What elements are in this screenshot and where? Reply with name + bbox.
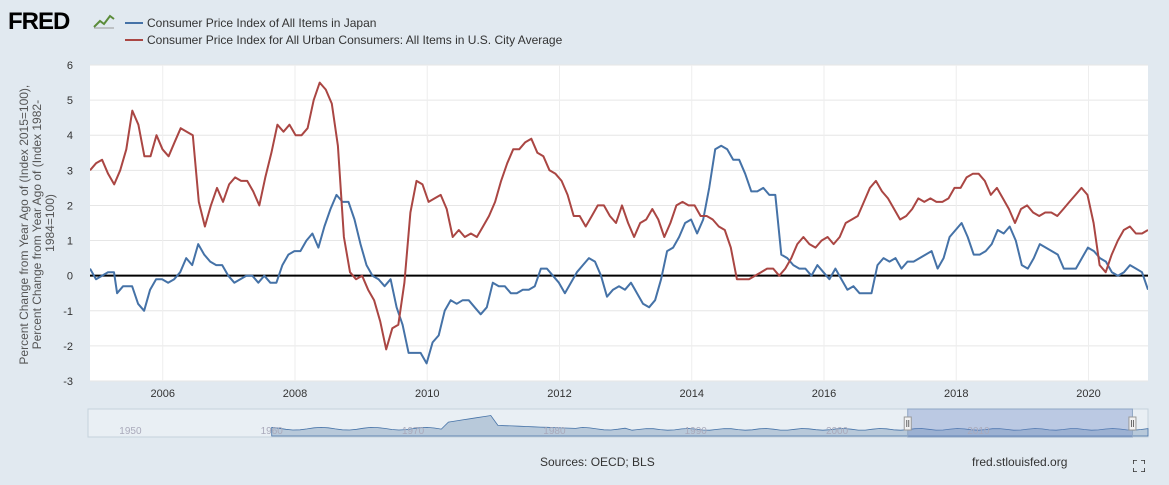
- x-axis-ticks: 2006 2008 2010 2012 2014 2016 2018 2020: [150, 388, 1100, 400]
- series-line-us[interactable]: [90, 81, 1148, 351]
- chart-legend: Consumer Price Index of All Items in Jap…: [125, 15, 562, 49]
- legend-item-japan[interactable]: Consumer Price Index of All Items in Jap…: [125, 15, 562, 32]
- x-tick-label: 2010: [415, 388, 439, 400]
- expand-icon[interactable]: [1133, 460, 1145, 472]
- fred-logo[interactable]: FRED: [8, 8, 70, 36]
- x-tick-label: 2016: [812, 388, 836, 400]
- y-axis-title-line-3: 1984=100): [43, 194, 57, 252]
- plot-area: [90, 65, 1148, 381]
- x-tick-label: 2018: [944, 388, 968, 400]
- y-tick-label: 2: [67, 200, 73, 212]
- y-axis-title-line-1: Percent Change from Year Ago of (Index 2…: [17, 85, 31, 365]
- y-tick-label: 6: [67, 60, 73, 72]
- x-tick-label: 2012: [547, 388, 571, 400]
- y-tick-label: 3: [67, 165, 73, 177]
- navigator-axis-ticks: 1950 1960 1970 1980 1990 2000 2010: [119, 426, 990, 437]
- navigator-tick-label: 1990: [685, 426, 708, 437]
- x-tick-label: 2006: [150, 388, 174, 400]
- y-axis-title-line-2: Percent Change from Year Ago of (Index 1…: [30, 100, 44, 350]
- legend-item-us[interactable]: Consumer Price Index for All Urban Consu…: [125, 32, 562, 49]
- legend-swatch-us: [125, 38, 143, 41]
- y-tick-label: -2: [63, 341, 73, 353]
- navigator-tick-label: 1950: [119, 426, 142, 437]
- sources-note: Sources: OECD; BLS: [540, 455, 655, 469]
- line-chart-icon: [92, 12, 116, 30]
- x-tick-label: 2008: [283, 388, 307, 400]
- x-tick-label: 2014: [679, 388, 703, 400]
- navigator-tick-label: 1980: [543, 426, 566, 437]
- y-tick-label: -1: [63, 306, 73, 318]
- navigator-right-handle[interactable]: [1128, 416, 1137, 431]
- x-gridlines: [162, 65, 1089, 381]
- fred-logo-text: FRED: [8, 8, 70, 35]
- y-axis-ticks: 6 5 4 3 2 1 0 -1 -2 -3: [63, 60, 73, 388]
- site-link[interactable]: fred.stlouisfed.org: [972, 455, 1067, 469]
- y-tick-label: -3: [63, 376, 73, 388]
- site-text: fred.stlouisfed.org: [972, 455, 1068, 469]
- x-tick-label: 2020: [1076, 388, 1100, 400]
- range-navigator[interactable]: 1950 1960 1970 1980 1990 2000 2010: [87, 408, 1149, 438]
- y-tick-label: 1: [67, 236, 73, 248]
- y-tick-label: 0: [67, 271, 73, 283]
- y-tick-label: 4: [67, 130, 73, 142]
- navigator-left-handle[interactable]: [903, 416, 912, 431]
- navigator-tick-label: 2010: [967, 426, 990, 437]
- navigator-tick-label: 1970: [402, 426, 425, 437]
- y-axis-title: Percent Change from Year Ago of (Index 2…: [17, 81, 57, 364]
- navigator-series-area: [271, 415, 1149, 437]
- navigator-tick-label: 2000: [826, 426, 849, 437]
- series-line-japan[interactable]: [90, 144, 1148, 365]
- series-layer: [90, 81, 1148, 365]
- legend-label-japan: Consumer Price Index of All Items in Jap…: [147, 16, 377, 30]
- navigator-selected-range[interactable]: [907, 408, 1133, 438]
- navigator-tick-label: 1960: [261, 426, 284, 437]
- sources-text: Sources: OECD; BLS: [540, 455, 655, 469]
- legend-label-us: Consumer Price Index for All Urban Consu…: [147, 33, 563, 47]
- y-tick-label: 5: [67, 95, 73, 107]
- legend-swatch-japan: [125, 21, 143, 24]
